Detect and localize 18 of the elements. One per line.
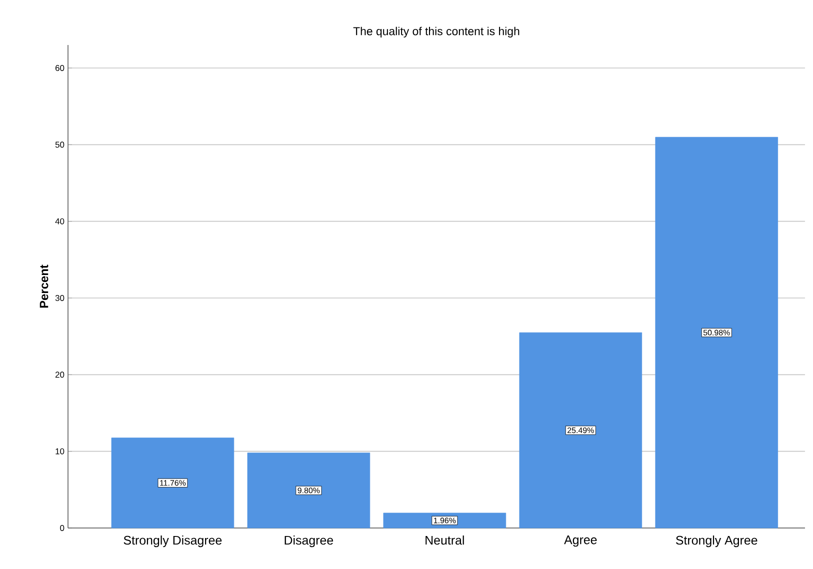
y-tick-label: 40 — [55, 218, 64, 224]
y-tick-label: 0 — [60, 525, 64, 531]
x-tick-label: Agree — [564, 536, 597, 547]
y-tick-label: 60 — [56, 65, 64, 71]
y-tick-label: 50 — [55, 142, 64, 148]
x-tick-label: Strongly Agree — [676, 536, 758, 548]
bar — [655, 136, 778, 528]
x-tick-label: Disagree — [284, 536, 334, 548]
y-tick-label: 30 — [55, 295, 64, 301]
y-tick-label: 20 — [55, 372, 64, 378]
bar — [111, 438, 234, 528]
bar — [519, 332, 642, 528]
chart-title: The quality of this content is high — [353, 26, 520, 38]
bar — [247, 452, 370, 528]
y-tick-label: 10 — [56, 448, 64, 454]
x-tick-label: Neutral — [426, 536, 464, 545]
y-axis-title: Percent — [40, 264, 48, 308]
x-tick-label: Strongly Disagree — [124, 536, 222, 548]
